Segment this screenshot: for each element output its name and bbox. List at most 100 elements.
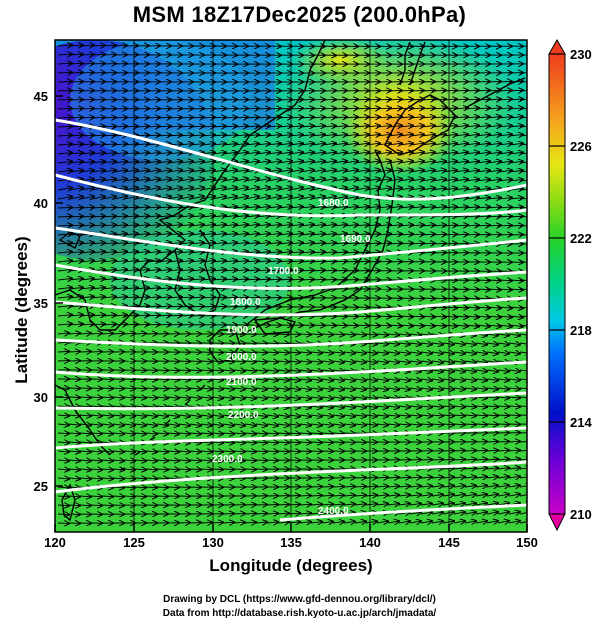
wind-vector	[266, 135, 281, 136]
wind-vector	[343, 170, 358, 172]
wind-vector	[387, 161, 402, 163]
wind-vector	[321, 99, 336, 100]
wind-vector	[486, 125, 501, 127]
wind-vector	[68, 514, 80, 515]
wind-vector	[475, 99, 490, 100]
wind-vector	[90, 54, 105, 55]
wind-vector	[497, 108, 512, 109]
wind-vector	[200, 126, 215, 127]
wind-vector	[519, 143, 527, 146]
wind-vector	[57, 135, 72, 136]
wind-vector	[475, 117, 490, 118]
wind-vector	[497, 441, 509, 442]
wind-vector	[277, 126, 292, 127]
wind-vector	[398, 134, 413, 136]
wind-vector	[464, 117, 479, 118]
wind-vector	[167, 126, 182, 127]
wind-vector	[57, 351, 69, 352]
wind-vector	[112, 153, 127, 154]
wind-vector	[101, 126, 116, 127]
wind-vector	[442, 143, 457, 145]
wind-vector	[134, 333, 146, 334]
wind-vector	[365, 143, 380, 145]
wind-vector	[134, 135, 149, 136]
wind-vector	[376, 152, 391, 154]
colorbar-tick: 210	[570, 507, 592, 522]
wind-vector	[145, 135, 160, 136]
wind-vector	[464, 90, 479, 91]
x-tick-labels: 120 125 130 135 140 145 150	[44, 535, 538, 550]
wind-vector	[519, 170, 527, 173]
colorbar-tick: 214	[570, 415, 592, 430]
wind-vector	[57, 63, 72, 64]
wind-vector	[79, 135, 94, 136]
wind-vector	[365, 170, 380, 172]
wind-vector	[123, 117, 138, 118]
wind-vector	[354, 477, 366, 478]
wind-vector	[310, 170, 325, 172]
wind-vector	[101, 144, 116, 145]
y-tick-label: 35	[34, 296, 48, 311]
wind-vector	[387, 126, 402, 127]
x-tick-label: 125	[123, 535, 145, 550]
wind-vector	[211, 522, 223, 523]
colorbar-tick: 222	[570, 231, 592, 246]
wind-vector	[475, 170, 490, 172]
wind-vector	[310, 134, 325, 136]
wind-vector	[79, 63, 94, 64]
wind-vector	[365, 179, 380, 181]
wind-vector	[167, 370, 179, 371]
wind-vector	[57, 90, 72, 91]
wind-vector	[277, 108, 292, 109]
wind-vector	[90, 117, 105, 118]
wind-vector	[200, 170, 215, 172]
wind-vector	[354, 161, 369, 163]
wind-vector	[57, 54, 72, 55]
wind-vector	[123, 333, 135, 334]
contour-label: 2000.0	[226, 352, 257, 363]
wind-vector	[420, 459, 432, 460]
wind-vector	[134, 144, 149, 145]
wind-vector	[299, 108, 314, 109]
wind-vector	[189, 170, 204, 172]
wind-vector	[156, 161, 171, 163]
wind-vector	[398, 170, 413, 172]
wind-vector	[409, 90, 424, 91]
wind-vector	[343, 143, 358, 145]
wind-vector	[68, 170, 83, 172]
wind-vector	[486, 134, 501, 136]
wind-vector	[277, 451, 289, 452]
wind-vector	[321, 117, 336, 118]
wind-vector	[299, 135, 314, 136]
credit-data: Data from http://database.rish.kyoto-u.a…	[162, 608, 437, 619]
wind-vector	[343, 126, 358, 127]
wind-vector	[497, 170, 512, 172]
x-tick-label: 140	[359, 535, 381, 550]
wind-vector	[508, 152, 523, 154]
wind-vector	[123, 144, 138, 145]
wind-vector	[90, 179, 105, 181]
wind-vector	[398, 161, 413, 163]
wind-vector	[167, 135, 182, 136]
wind-vector	[519, 161, 527, 164]
wind-vector	[508, 134, 523, 136]
wind-vector	[178, 161, 193, 163]
wind-vector	[90, 161, 105, 163]
wind-vector	[288, 161, 303, 163]
wind-vector	[431, 161, 446, 163]
wind-vector	[167, 179, 182, 181]
x-tick-label: 120	[44, 535, 66, 550]
wind-vector	[332, 152, 347, 154]
wind-vector	[68, 126, 83, 127]
contour-label: 1690.0	[340, 234, 371, 245]
y-axis-label: Latitude (degrees)	[12, 236, 31, 384]
wind-vector	[519, 152, 527, 155]
wind-vector	[398, 108, 413, 109]
wind-vector	[442, 125, 457, 127]
wind-vector	[376, 161, 391, 163]
wind-vector	[387, 152, 402, 154]
wind-vector	[156, 152, 171, 154]
wind-vector	[420, 134, 435, 136]
shaded-field	[55, 40, 527, 532]
wind-vector	[134, 117, 149, 118]
